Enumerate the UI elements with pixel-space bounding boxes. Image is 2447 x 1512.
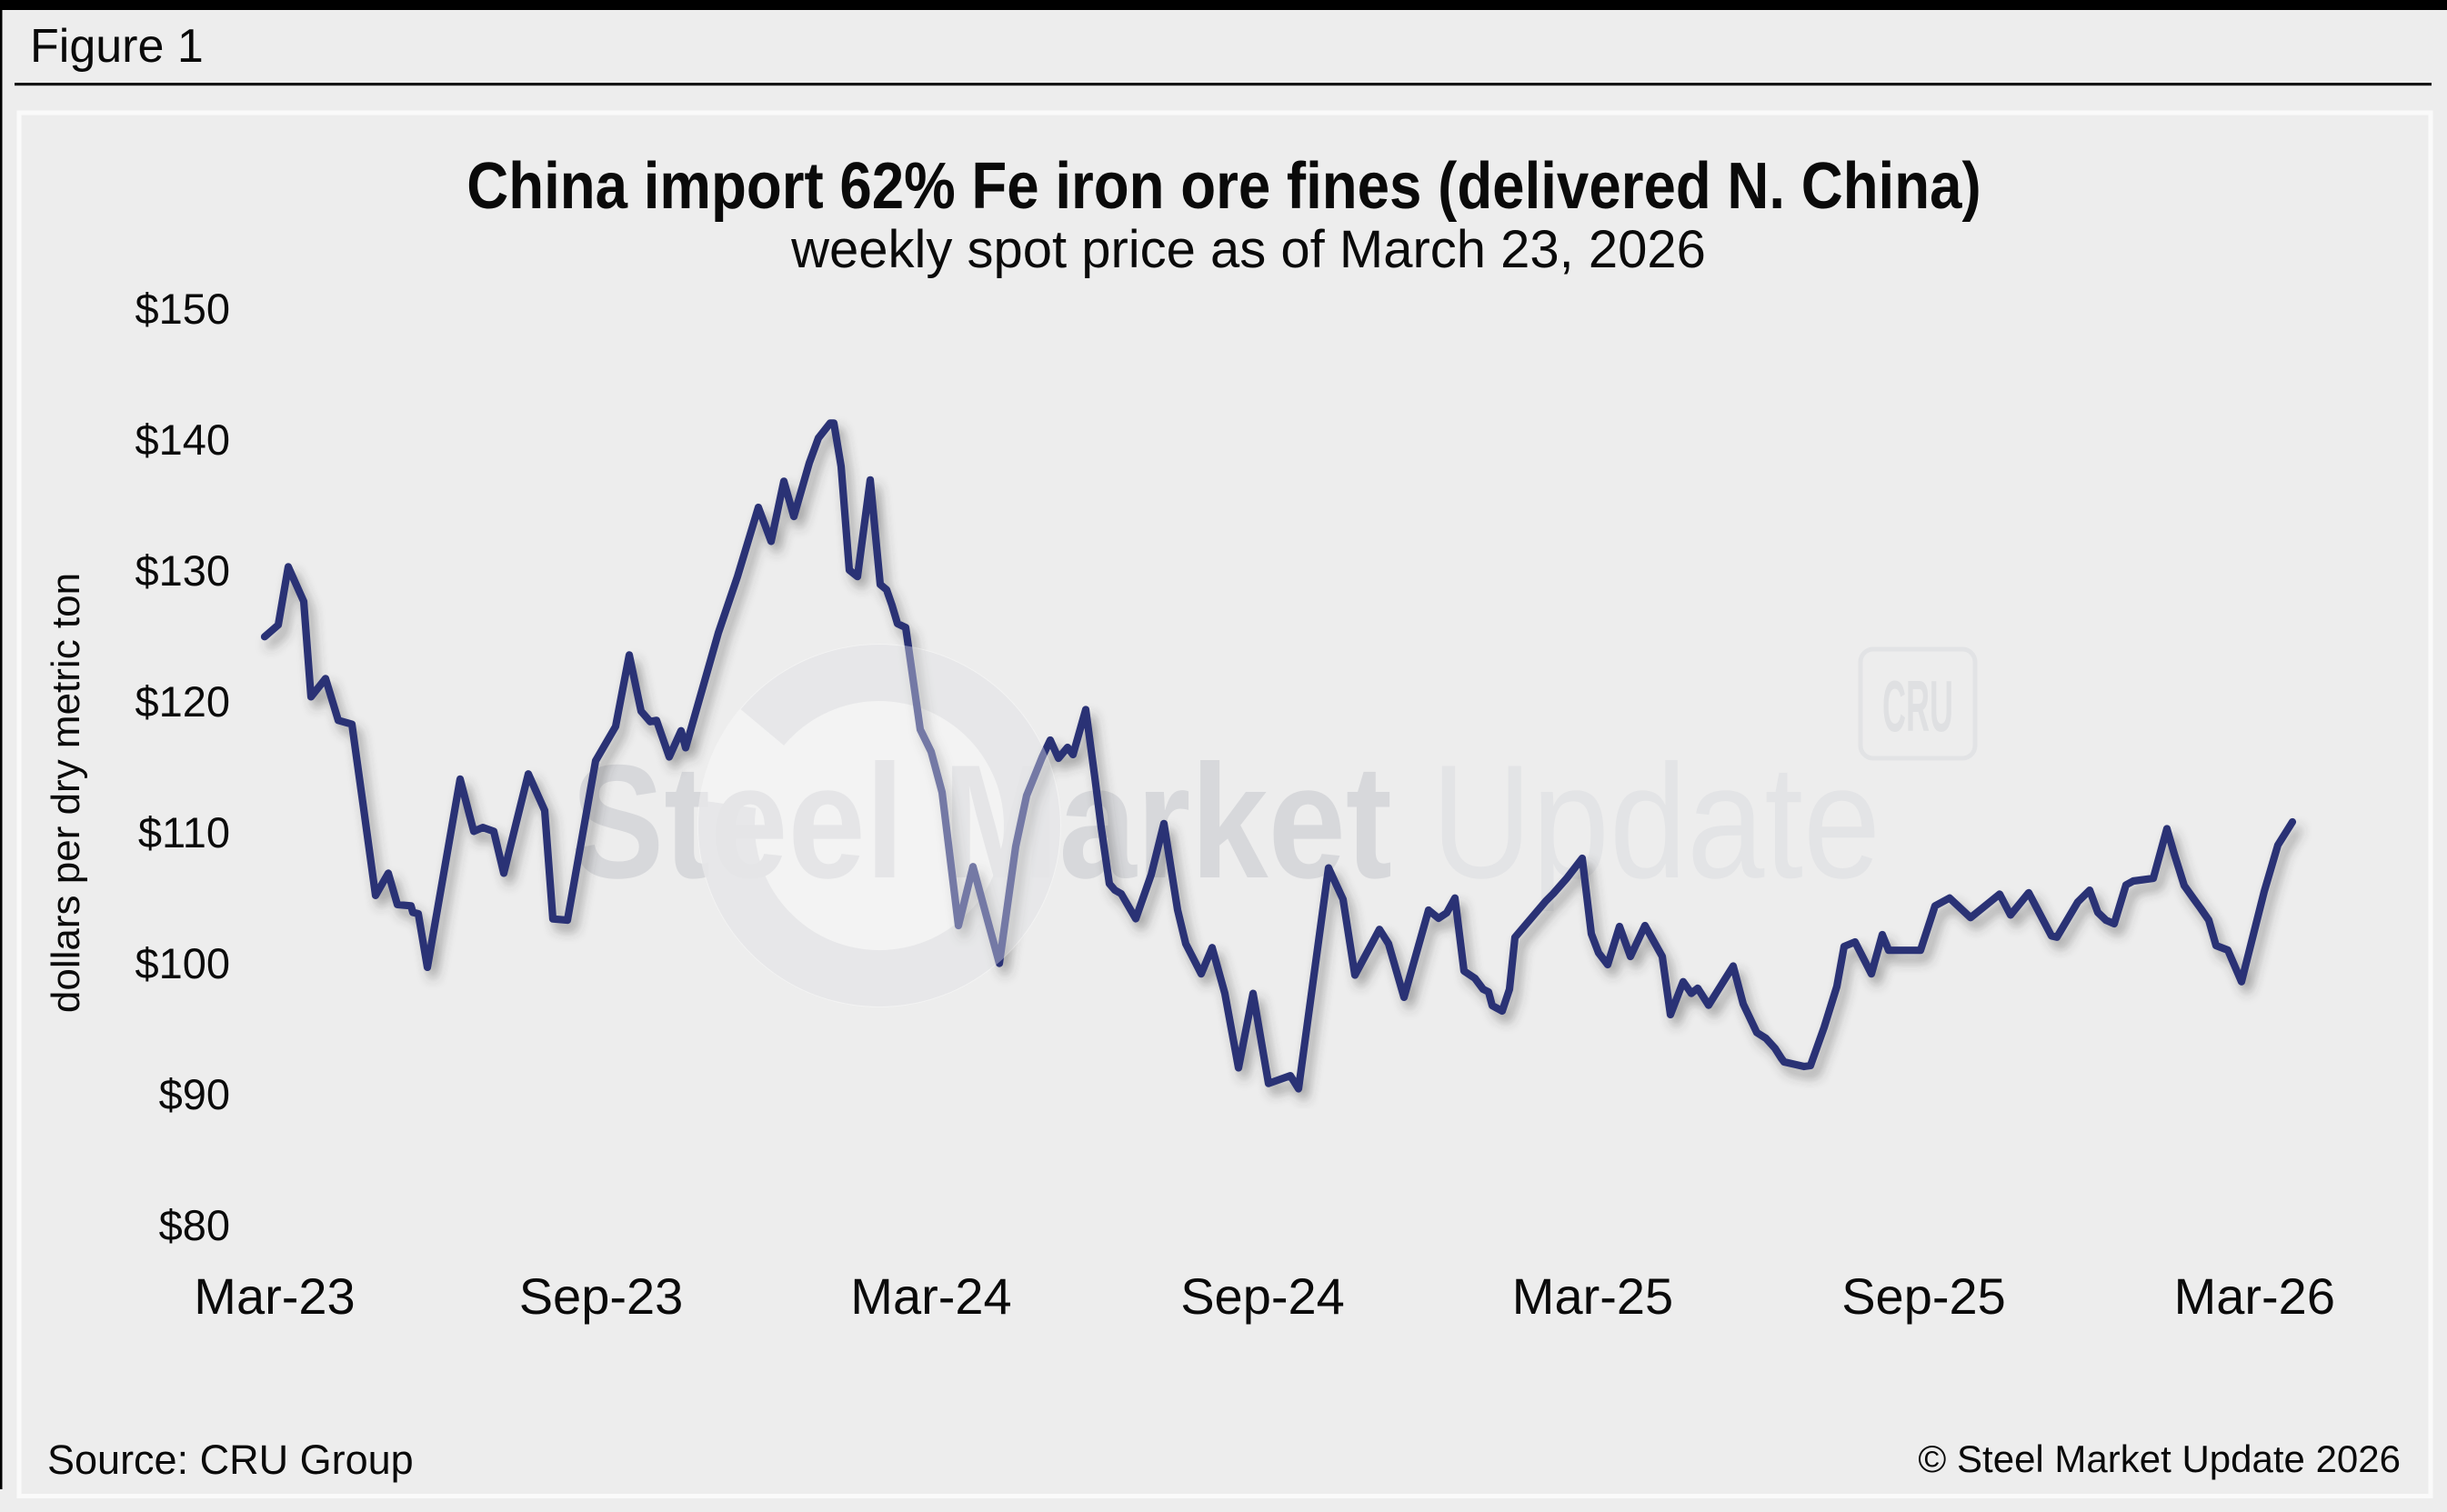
svg-text:Figure 1: Figure 1 <box>30 20 204 73</box>
svg-text:$80: $80 <box>159 1201 230 1249</box>
svg-text:Sep-24: Sep-24 <box>1180 1267 1345 1325</box>
svg-text:Mar-24: Mar-24 <box>850 1267 1011 1325</box>
svg-text:CRU: CRU <box>1882 666 1953 747</box>
svg-text:dollars per dry metric ton: dollars per dry metric ton <box>44 573 88 1013</box>
svg-text:weekly spot price as of March: weekly spot price as of March 23, 2026 <box>790 220 1706 279</box>
svg-text:Steel Market: Steel Market <box>571 732 1392 912</box>
svg-text:Sep-25: Sep-25 <box>1841 1267 2006 1325</box>
svg-text:$110: $110 <box>138 808 230 856</box>
svg-text:Sep-23: Sep-23 <box>519 1267 684 1325</box>
svg-text:Mar-25: Mar-25 <box>1512 1267 1673 1325</box>
svg-text:$140: $140 <box>135 416 230 464</box>
svg-text:$130: $130 <box>135 546 230 595</box>
svg-text:$100: $100 <box>135 939 230 987</box>
svg-text:China import 62% Fe iron ore f: China import 62% Fe iron ore fines (deli… <box>466 149 1981 223</box>
svg-text:Source: CRU Group: Source: CRU Group <box>47 1437 414 1483</box>
svg-text:$90: $90 <box>159 1070 230 1118</box>
svg-text:$120: $120 <box>135 677 230 726</box>
svg-text:Mar-23: Mar-23 <box>194 1267 355 1325</box>
svg-text:Mar-26: Mar-26 <box>2174 1267 2335 1325</box>
svg-text:Update: Update <box>1431 732 1880 912</box>
svg-text:$150: $150 <box>135 285 230 333</box>
svg-text:© Steel Market Update 2026: © Steel Market Update 2026 <box>1918 1437 2401 1480</box>
